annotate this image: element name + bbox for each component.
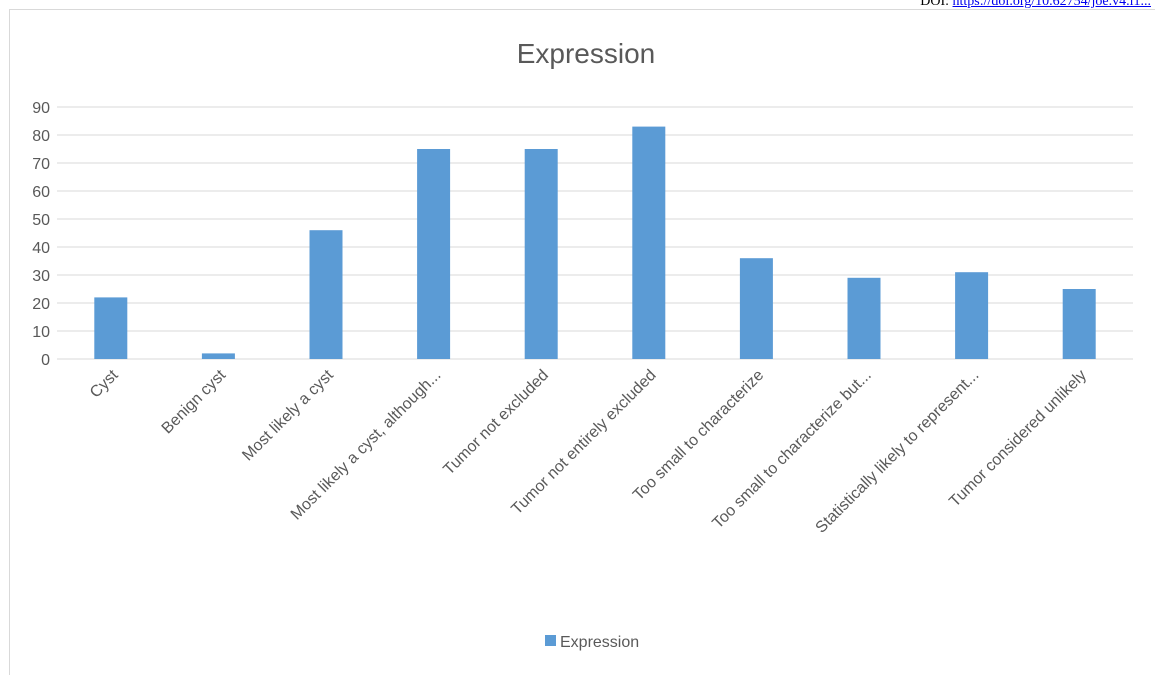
bar [1062, 289, 1096, 359]
y-tick-label: 90 [32, 100, 50, 117]
bars [94, 126, 1096, 359]
legend-label: Expression [560, 634, 639, 651]
x-tick-label: Most likely a cyst [239, 366, 337, 464]
y-tick-label: 60 [32, 184, 50, 201]
x-tick-label: Tumor not excluded [440, 367, 552, 479]
bar [309, 230, 343, 359]
y-tick-label: 40 [32, 240, 50, 257]
chart-title: Expression [517, 38, 656, 69]
x-tick-label: Benign cyst [159, 366, 230, 437]
bar [739, 258, 773, 359]
bar [94, 297, 128, 359]
y-tick-label: 20 [32, 296, 50, 313]
bar [524, 149, 558, 359]
doi-link[interactable]: https://doi.org/10.62754/joe.v4.i1... [952, 0, 1151, 9]
doi-header: DOI: https://doi.org/10.62754/joe.v4.i1.… [920, 0, 1151, 10]
y-tick-label: 50 [32, 212, 50, 229]
legend: Expression [545, 634, 639, 651]
x-tick-label: Cyst [87, 366, 122, 401]
bar [201, 353, 235, 359]
y-tick-label: 0 [41, 352, 50, 369]
y-tick-label: 30 [32, 268, 50, 285]
bar [847, 277, 881, 359]
legend-swatch [545, 635, 556, 646]
gridlines [57, 106, 1133, 360]
y-tick-label: 80 [32, 128, 50, 145]
bar [955, 272, 989, 359]
bar [632, 126, 666, 359]
chart-frame [9, 9, 1155, 675]
doi-prefix: DOI: [920, 0, 953, 9]
bar [417, 149, 451, 359]
y-tick-label: 10 [32, 324, 50, 341]
y-tick-label: 70 [32, 156, 50, 173]
y-axis: 0 10 20 30 40 50 60 70 80 90 [32, 100, 50, 369]
